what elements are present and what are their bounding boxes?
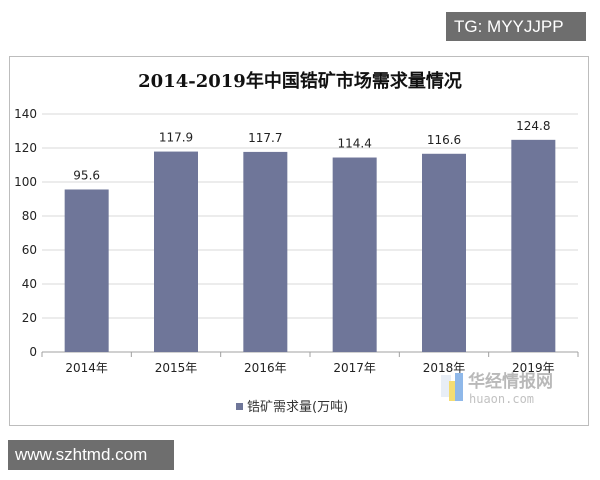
y-tick-label: 40: [22, 277, 37, 291]
bar-value-label: 124.8: [516, 119, 550, 133]
bar: [511, 139, 556, 352]
x-tick-label: 2017年: [333, 361, 376, 375]
tg-badge: TG: MYYJJPP: [446, 12, 586, 41]
grid-lines: [42, 113, 578, 353]
url-badge: www.szhtmd.com: [8, 440, 174, 470]
watermark: 华经情报网 huaon.com: [441, 371, 553, 406]
legend-swatch: [236, 403, 243, 410]
x-axis-ticks: 2014年 2015年 2016年 2017年 2018年 2019年: [41, 352, 579, 375]
legend-label: 锆矿需求量(万吨): [247, 400, 348, 415]
x-tick-label: 2015年: [155, 361, 198, 375]
bar-value-label: 117.9: [159, 131, 193, 145]
y-tick-label: 100: [14, 175, 37, 189]
x-tick-label: 2019年: [512, 361, 555, 375]
bar-series: [64, 139, 556, 352]
bar: [332, 157, 377, 352]
y-tick-label: 0: [29, 345, 37, 359]
y-tick-label: 80: [22, 209, 37, 223]
bar-value-label: 116.6: [427, 133, 461, 147]
chart-title: 2014-2019年中国锆矿市场需求量情况: [138, 70, 462, 92]
y-tick-label: 120: [14, 141, 37, 155]
legend: 锆矿需求量(万吨): [236, 400, 348, 415]
data-labels: 95.6 117.9 117.7 114.4 116.6 124.8: [73, 119, 550, 183]
y-tick-label: 60: [22, 243, 37, 257]
bar-value-label: 117.7: [248, 131, 282, 145]
watermark-domain: huaon.com: [469, 392, 534, 406]
bar: [422, 153, 466, 352]
bar: [243, 151, 288, 352]
y-tick-label: 20: [22, 311, 37, 325]
bar-value-label: 114.4: [337, 137, 371, 151]
x-tick-label: 2016年: [244, 361, 287, 375]
bar-value-label: 95.6: [73, 168, 100, 182]
y-axis-ticks: 0 20 40 60 80 100 120 140: [14, 107, 37, 359]
x-tick-label: 2018年: [423, 361, 466, 375]
x-tick-label: 2014年: [65, 361, 108, 375]
bar: [154, 151, 198, 352]
y-tick-label: 140: [14, 107, 37, 121]
watermark-brand: 华经情报网: [468, 371, 553, 392]
bar: [64, 189, 109, 352]
watermark-logo-icon: [441, 373, 463, 401]
